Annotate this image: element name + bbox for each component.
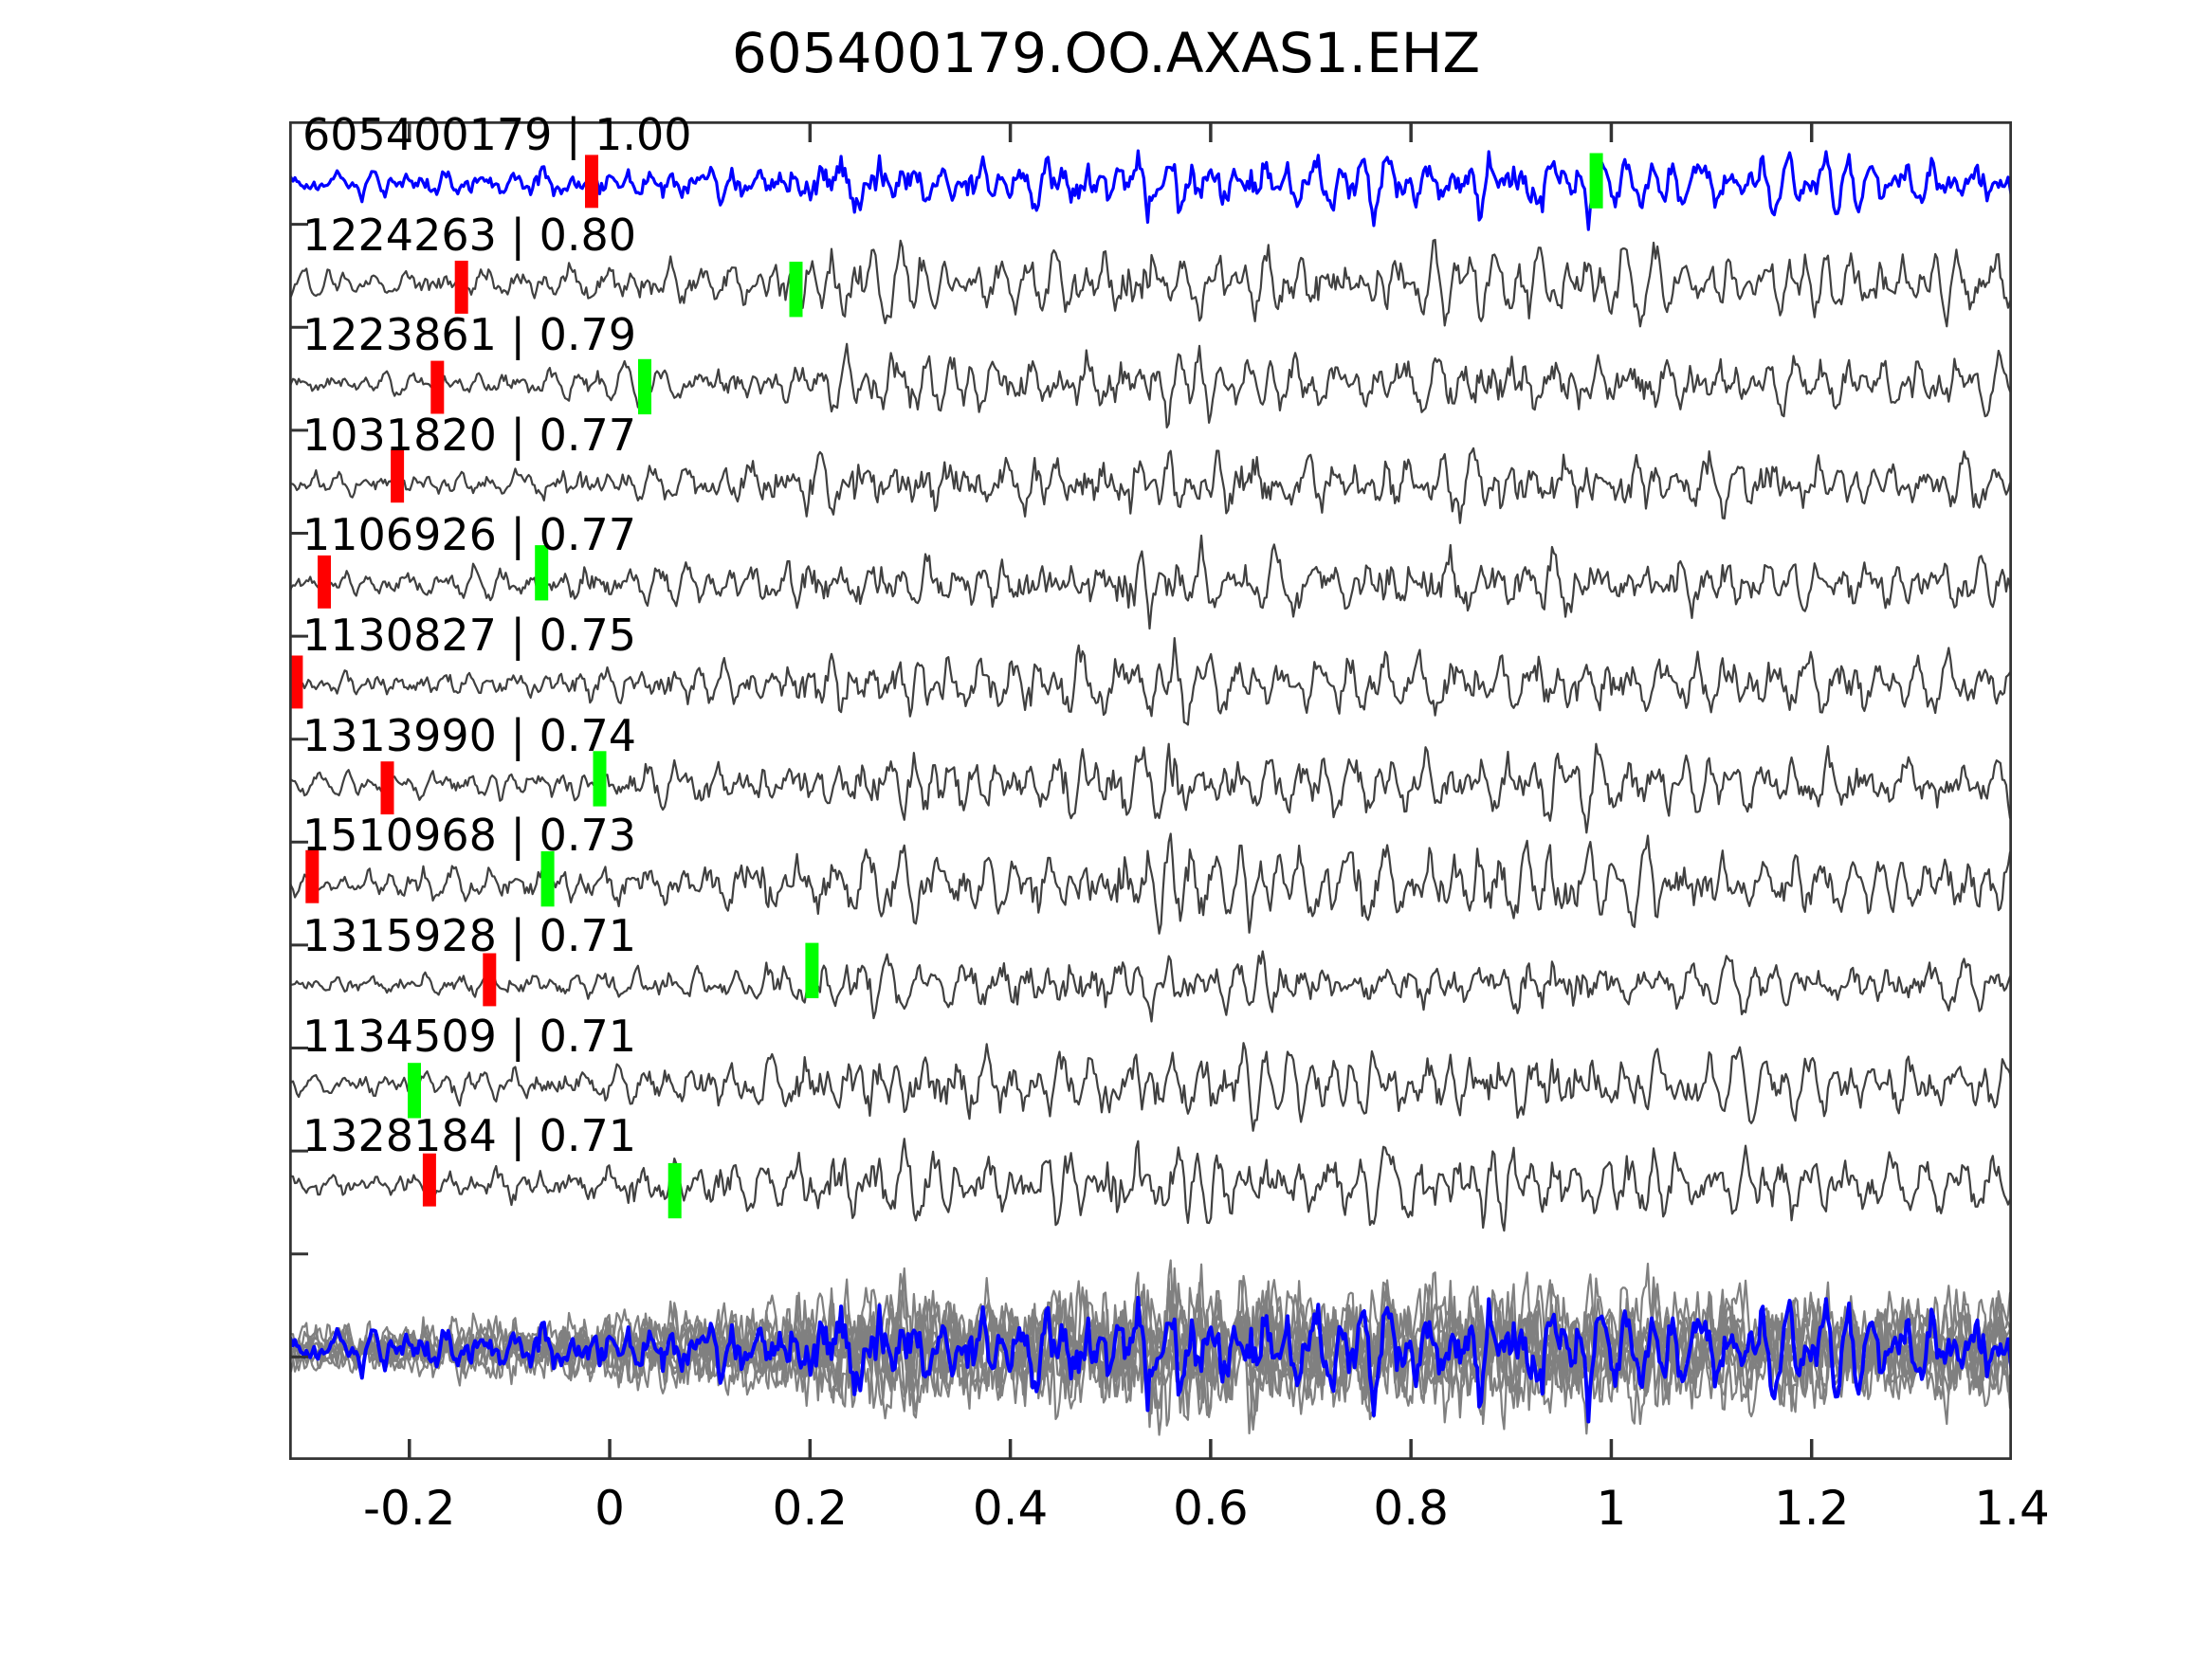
s-pick-marker [805,942,819,998]
detection-waveform [289,534,2012,630]
s-pick-marker [667,1162,682,1219]
x-tick-label: 1.4 [1974,1481,2050,1536]
x-tick-label: 1.2 [1773,1481,1850,1536]
detection-waveform [289,1138,2012,1232]
detection-waveform [289,636,2012,726]
s-pick-marker [540,851,555,907]
p-pick-marker [430,360,445,414]
waveform-trace [289,832,2012,935]
p-pick-marker [391,449,405,503]
waveform-trace [289,1138,2012,1232]
x-tick-label: -0.2 [362,1481,456,1536]
s-pick-marker [1589,153,1603,209]
x-tick-label: 0.2 [772,1481,849,1536]
detection-waveform [289,832,2012,935]
p-pick-marker [454,261,468,314]
s-pick-marker [789,262,803,318]
page-title: 605400179.OO.AXAS1.EHZ [731,21,1481,85]
plot-area: 605400179 | 1.00 1224263 | 0.80 1223861 | … [289,109,2012,1460]
waveform-trace [289,1042,2012,1132]
detection-waveform [289,1042,2012,1132]
p-pick-marker [380,761,394,815]
p-pick-marker [318,555,331,609]
stack-gray-trace [289,1274,2012,1431]
stack-template-trace [289,1295,2012,1424]
detection-waveform [289,742,2012,834]
p-pick-marker [422,1153,436,1207]
p-pick-marker [305,849,320,903]
detection-waveform [289,238,2012,328]
s-pick-marker [408,1063,421,1119]
waveform-trace [289,238,2012,328]
waveform-trace [289,342,2012,429]
stack-gray-trace [289,1289,2012,1415]
s-pick-marker [535,545,549,601]
detection-waveform [289,950,2012,1023]
detection-waveform [289,342,2012,429]
waveform-trace [289,636,2012,726]
p-pick-marker [289,655,303,709]
axes-frame [289,121,2012,1460]
template-waveform [289,149,2012,231]
waveform-trace [289,447,2012,524]
s-pick-marker [638,358,651,415]
waveform-trace [289,534,2012,630]
p-pick-marker [483,953,497,1007]
p-pick-marker [585,155,598,209]
detection-waveform [289,447,2012,524]
waveform-trace [289,942,2012,1023]
waveform-canvas [289,121,2012,1460]
x-tick-label: 0.8 [1373,1481,1449,1536]
x-tick-label: 0.6 [1173,1481,1249,1536]
waveform-trace [289,149,2012,231]
x-tick-label: 1 [1596,1481,1627,1536]
stack-overlay-panel [289,1259,2012,1436]
x-tick-label: 0 [594,1481,625,1536]
waveform-trace [289,742,2012,834]
s-pick-marker [593,751,607,807]
x-axis-tick-labels: -0.2 0 0.2 0.4 0.6 0.8 1 1.2 1.4 [289,1481,2050,1547]
x-tick-label: 0.4 [972,1481,1049,1536]
